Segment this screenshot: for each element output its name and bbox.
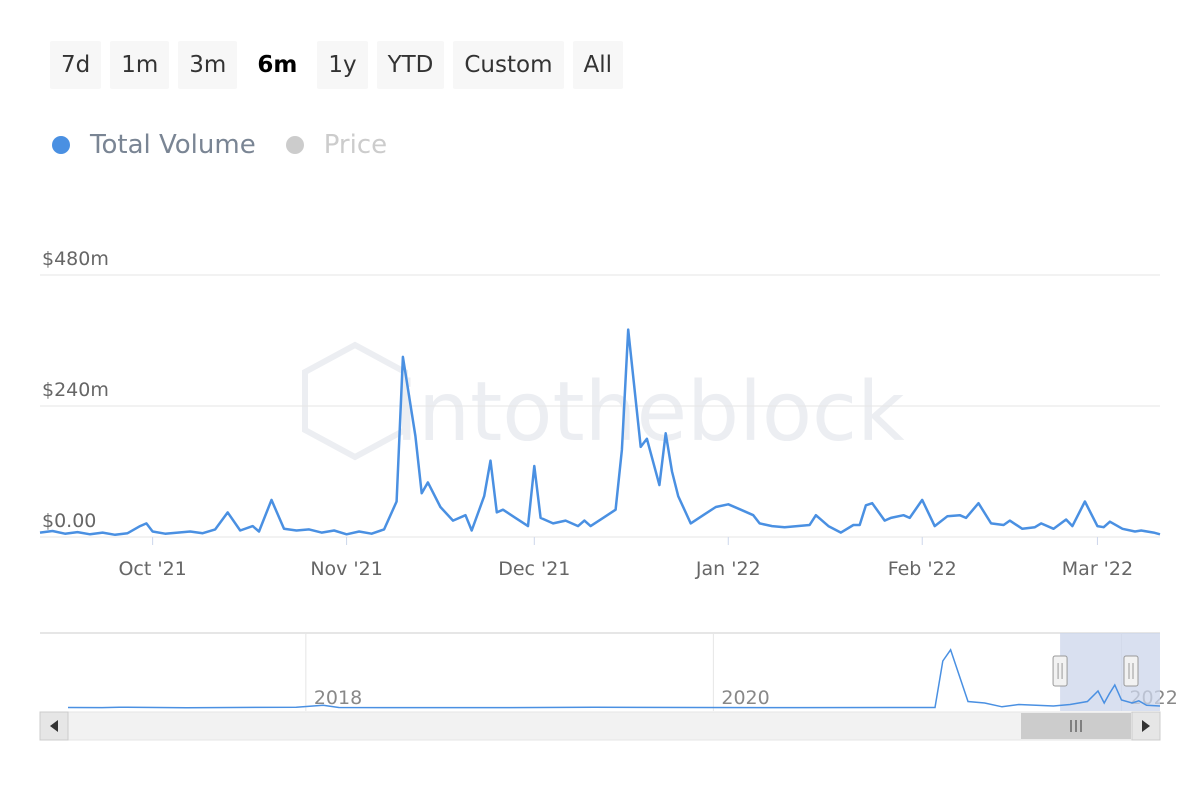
range-button-ytd[interactable]: YTD <box>376 41 445 89</box>
x-tick-label: Oct '21 <box>118 558 186 580</box>
arrow-right-icon <box>1142 720 1150 732</box>
navigator-handle-left[interactable] <box>1052 655 1068 687</box>
series-total-volume <box>39 328 1161 537</box>
y-tick-label: $0.00 <box>42 510 96 532</box>
y-tick-label: $240m <box>42 379 109 401</box>
range-button-7d[interactable]: 7d <box>50 41 102 89</box>
legend-label-total-volume: Total Volume <box>90 130 256 160</box>
range-selector: 7d 1m 3m 6m 1y YTD Custom All <box>50 41 624 89</box>
x-tick-label: Jan '22 <box>695 558 761 580</box>
x-tick-label: Feb '22 <box>888 558 957 580</box>
handle-grip-icon[interactable] <box>1123 655 1139 687</box>
range-button-1y[interactable]: 1y <box>317 41 368 89</box>
watermark-logo-icon <box>302 341 408 461</box>
legend-dot-icon <box>285 136 304 154</box>
chart-legend: Total Volume Price <box>52 130 387 160</box>
range-button-1m[interactable]: 1m <box>110 41 170 89</box>
navigator[interactable]: 201820202022 <box>40 632 1178 711</box>
watermark-text: intotheblock <box>395 365 905 460</box>
legend-item-total-volume[interactable]: Total Volume <box>52 130 256 160</box>
x-axis: Oct '21 Nov '21 Dec '21 Jan '22 Feb '22 Mar '… <box>118 537 1133 580</box>
arrow-left-icon <box>50 720 58 732</box>
navigator-selected-range[interactable] <box>1060 633 1160 711</box>
navigator-year-label: 2020 <box>721 687 769 709</box>
scrollbar[interactable] <box>39 711 1161 741</box>
legend-item-price[interactable]: Price <box>285 130 388 160</box>
x-tick-label: Dec '21 <box>498 558 570 580</box>
handle-grip-icon[interactable] <box>1052 655 1068 687</box>
range-button-all[interactable]: All <box>572 41 624 89</box>
legend-label-price: Price <box>323 130 388 160</box>
y-tick-label: $480m <box>42 248 109 270</box>
chart-grid <box>40 274 1160 538</box>
series-line <box>39 328 1161 537</box>
y-axis: $0.00 $240m $480m <box>42 248 109 532</box>
legend-dot-icon <box>52 136 70 154</box>
scrollbar-track[interactable] <box>39 711 1161 741</box>
x-tick-label: Nov '21 <box>310 558 383 580</box>
navigator-year-label: 2018 <box>314 687 362 709</box>
range-button-3m[interactable]: 3m <box>178 41 238 89</box>
range-button-6m[interactable]: 6m <box>246 41 309 89</box>
range-button-custom[interactable]: Custom <box>453 41 564 89</box>
navigator-handle-right[interactable] <box>1123 655 1139 687</box>
x-tick-label: Mar '22 <box>1062 558 1133 580</box>
navigator-series-line <box>67 648 1161 709</box>
scroll-right-button[interactable] <box>1131 711 1161 741</box>
watermark: intotheblock <box>302 341 905 461</box>
